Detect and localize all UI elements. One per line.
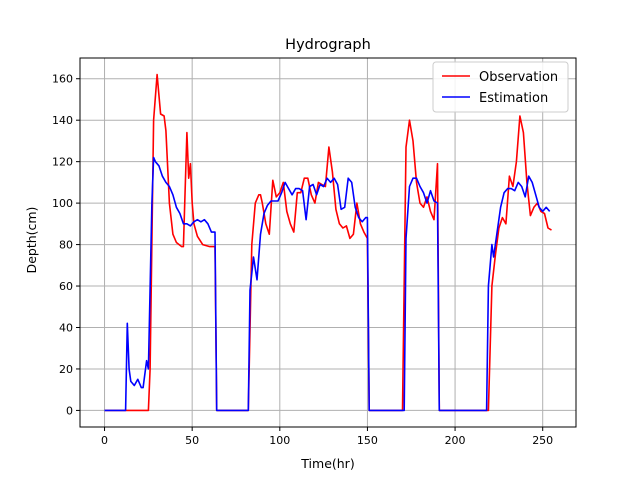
x-axis-label: Time(hr) — [300, 456, 354, 471]
grid-lines — [80, 58, 576, 427]
x-tick-label: 200 — [445, 434, 466, 447]
y-tick-label: 100 — [52, 197, 73, 210]
legend-estimation-label: Estimation — [479, 91, 548, 106]
y-tick-label: 80 — [59, 239, 73, 252]
legend-observation-label: Observation — [479, 70, 558, 85]
y-axis-label: Depth(cm) — [24, 207, 39, 274]
chart-title: Hydrograph — [285, 37, 371, 53]
x-tick-label: 50 — [185, 434, 199, 447]
series-line-observation — [104, 73, 552, 412]
y-axis-ticks: 0 20 40 60 80 100 120 140 160 — [52, 73, 80, 417]
series-line-estimation — [104, 156, 551, 412]
legend: Observation Estimation — [432, 61, 569, 113]
y-tick-label: 60 — [59, 280, 73, 293]
y-tick-label: 40 — [59, 321, 73, 334]
y-tick-label: 140 — [52, 114, 73, 127]
x-tick-label: 250 — [532, 434, 553, 447]
series-lines — [104, 73, 552, 412]
x-tick-label: 0 — [101, 434, 108, 447]
y-tick-label: 20 — [59, 363, 73, 376]
y-tick-label: 0 — [66, 404, 73, 417]
legend-box — [432, 61, 569, 113]
x-tick-label: 100 — [269, 434, 290, 447]
plot-frame — [79, 57, 577, 428]
x-tick-label: 150 — [357, 434, 378, 447]
y-tick-label: 120 — [52, 156, 73, 169]
y-tick-label: 160 — [52, 73, 73, 86]
x-axis-ticks: 0 50 100 150 200 250 — [101, 427, 553, 447]
